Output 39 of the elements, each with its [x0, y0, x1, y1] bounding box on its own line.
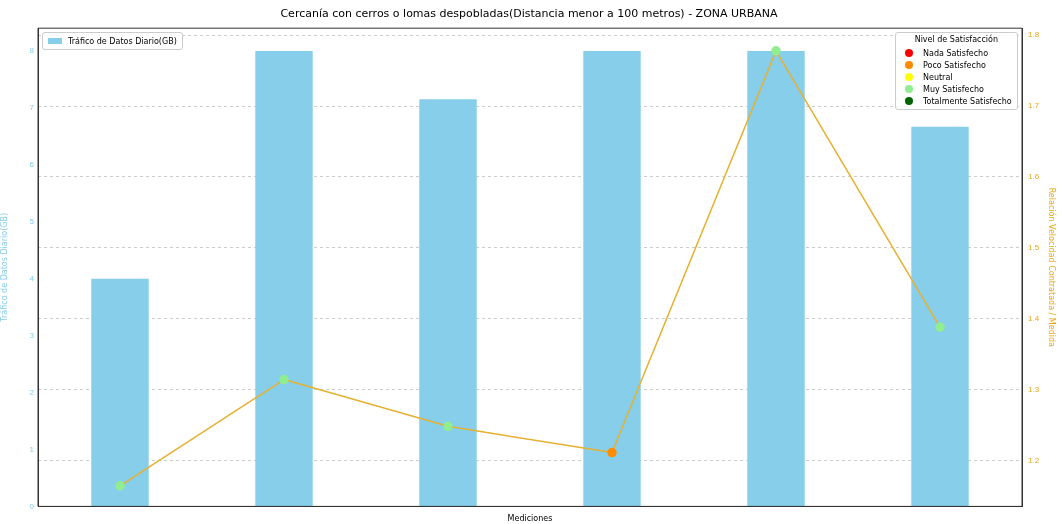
y-tick-label: 8 [29, 46, 35, 56]
bar [91, 278, 149, 507]
y2-tick-label: 1.7 [1028, 101, 1040, 111]
y2-tick-label: 1.3 [1028, 384, 1040, 394]
y-tick-label: 1 [29, 444, 35, 454]
bar [419, 99, 477, 507]
legend-label: Nada Satisfecho [923, 48, 989, 58]
legend-label: Totalmente Satisfecho [923, 96, 1012, 106]
x-axis-title: Mediciones [507, 514, 553, 524]
y-tick-label: 6 [29, 160, 35, 170]
point [607, 447, 617, 458]
y-tick-label: 7 [29, 103, 35, 113]
y2-tick-label: 1.2 [1028, 455, 1040, 465]
bar [911, 126, 969, 507]
y2-tick-label: 1.8 [1028, 30, 1040, 40]
bar [583, 50, 641, 507]
legend-label: Poco Satisfecho [923, 60, 986, 70]
y-tick-label: 0 [29, 501, 35, 511]
chart-title: Cercanía con cerros o lomas despobladas(Distancia menor a 100 metros) - ZONA URBANA [280, 7, 779, 21]
y-tick-label: 4 [29, 273, 35, 283]
point [935, 322, 945, 332]
y2-axis-title: Relación Velocidad Contratada / Medida [1047, 187, 1058, 348]
legend-label: Muy Satisfecho [923, 84, 984, 94]
y2-tick-label: 1.4 [1028, 313, 1040, 323]
y-tick-label: 3 [29, 330, 35, 340]
legend-label: Tráfico de Datos Diario(GB) [68, 36, 177, 46]
y-tick-label: 2 [29, 387, 35, 397]
point [279, 374, 289, 385]
y-tick-label: 5 [29, 216, 35, 226]
point [115, 481, 125, 491]
point [771, 46, 781, 56]
y2-tick-label: 1.5 [1028, 243, 1040, 253]
legend-label: Neutral [923, 72, 953, 82]
y-axis-title: Tráfico de Datos Diario(GB) [0, 212, 9, 323]
point [443, 421, 453, 432]
y2-tick-label: 1.6 [1028, 172, 1040, 182]
bar [747, 50, 805, 507]
bar [255, 50, 313, 507]
legend-title: Nivel de Satisfacción [913, 35, 1000, 47]
